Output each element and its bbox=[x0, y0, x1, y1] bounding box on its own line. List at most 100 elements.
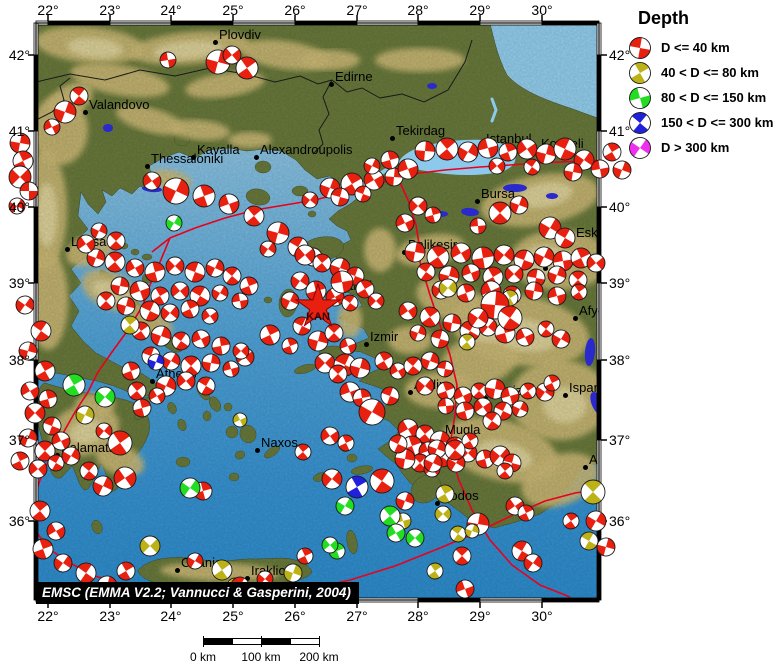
city-label: Antalya bbox=[589, 452, 599, 467]
city-dot bbox=[543, 266, 548, 271]
legend-item: 150 < D <= 300 km bbox=[628, 110, 773, 135]
legend-label: D > 300 km bbox=[661, 140, 730, 155]
legend-item: D <= 40 km bbox=[628, 35, 773, 60]
city-dot bbox=[55, 453, 60, 458]
city-label: Larisa bbox=[71, 234, 107, 249]
attribution-text: EMSC (EMMA V2.2; Vannucci & Gasperini, 2… bbox=[42, 585, 351, 600]
city-label: Mitilini bbox=[336, 278, 373, 293]
depth-legend: Depth D <= 40 km 40 < D <= 80 km 80 < D <=… bbox=[628, 8, 773, 160]
focal-mechanism-beachball bbox=[629, 86, 651, 109]
focal-mechanism-beachball bbox=[629, 136, 651, 159]
city-dot bbox=[402, 250, 407, 255]
city-dot bbox=[213, 40, 218, 45]
city-dot bbox=[329, 82, 334, 87]
city-label-layer: Plovdiv Edirne Tekirdag Istanbul Kocaeli Kava… bbox=[36, 23, 599, 600]
axis-label-left: 38° bbox=[8, 352, 30, 368]
city-dot bbox=[583, 465, 588, 470]
city-dot bbox=[435, 501, 440, 506]
legend-beachball-icon bbox=[629, 61, 651, 84]
scale-segment bbox=[261, 638, 291, 645]
city-label: Iraklion bbox=[251, 563, 293, 578]
city-label: Rodos bbox=[441, 488, 479, 503]
city-label: Kocaeli bbox=[541, 136, 584, 151]
focal-mechanism-beachball bbox=[12, 150, 34, 172]
scale-segment bbox=[290, 638, 320, 645]
axis-label-top: 28° bbox=[407, 2, 429, 18]
axis-label-right: 41° bbox=[609, 123, 631, 139]
legend-item: D > 300 km bbox=[628, 135, 773, 160]
legend-label: 150 < D <= 300 km bbox=[661, 115, 774, 130]
axis-label-top: 23° bbox=[99, 2, 121, 18]
city-label: Isparta bbox=[569, 380, 599, 395]
axis-label-bottom: 27° bbox=[346, 608, 368, 624]
legend-title: Depth bbox=[638, 8, 689, 28]
focal-mechanism-beachball bbox=[629, 111, 651, 134]
legend-label: D <= 40 km bbox=[661, 40, 730, 55]
city-label: Tekirdag bbox=[396, 123, 446, 138]
city-dot bbox=[175, 568, 180, 573]
island bbox=[9, 389, 23, 407]
city-dot bbox=[439, 435, 444, 440]
city-dot bbox=[83, 110, 88, 115]
city-label: Alexandroupolis bbox=[260, 142, 353, 157]
legend-beachball-icon bbox=[629, 136, 651, 159]
focal-mechanism-beachball bbox=[15, 295, 35, 315]
city-label: Chania bbox=[181, 555, 223, 570]
legend-items: D <= 40 km 40 < D <= 80 km 80 < D <= 150 k… bbox=[628, 35, 773, 160]
city-label: Edirne bbox=[335, 69, 373, 84]
axis-label-right: 42° bbox=[609, 47, 631, 63]
focal-mechanism-beachball bbox=[602, 142, 622, 162]
axis-label-left: 39° bbox=[8, 275, 30, 291]
city-label: Plovdiv bbox=[219, 27, 261, 42]
city-dot bbox=[150, 379, 155, 384]
axis-label-right: 38° bbox=[609, 352, 631, 368]
city-dot bbox=[255, 448, 260, 453]
city-label: Bursa bbox=[481, 186, 515, 201]
city-label: Athens bbox=[156, 366, 197, 381]
city-dot bbox=[483, 396, 488, 401]
city-label: Naxos bbox=[261, 435, 298, 450]
city-dot bbox=[254, 155, 259, 160]
city-label: Afyon bbox=[579, 303, 599, 318]
city-label: Valandovo bbox=[89, 97, 150, 112]
city-label: Kalamata bbox=[61, 440, 116, 455]
axis-label-left: 41° bbox=[8, 123, 30, 139]
scale-tick bbox=[319, 636, 320, 647]
axis-label-right: 39° bbox=[609, 275, 631, 291]
axis-label-bottom: 22° bbox=[37, 608, 59, 624]
attribution-caption: EMSC (EMMA V2.2; Vannucci & Gasperini, 2… bbox=[36, 582, 359, 604]
focal-mechanism-beachball bbox=[629, 36, 651, 59]
legend-beachball-icon bbox=[629, 36, 651, 59]
city-label: Aydin bbox=[414, 377, 447, 392]
axis-label-top: 29° bbox=[469, 2, 491, 18]
scale-tick bbox=[261, 636, 262, 647]
legend-label: 40 < D <= 80 km bbox=[661, 65, 759, 80]
scale-tick bbox=[203, 636, 204, 647]
city-dot bbox=[364, 342, 369, 347]
axis-label-top: 30° bbox=[531, 2, 553, 18]
axis-label-top: 26° bbox=[284, 2, 306, 18]
city-label: Kutahya bbox=[549, 253, 597, 268]
axis-label-top: 22° bbox=[37, 2, 59, 18]
map-scale-bar: 0 km 100 km 200 km bbox=[190, 636, 339, 663]
city-dot bbox=[535, 149, 540, 154]
lake bbox=[604, 368, 620, 388]
axis-label-bottom: 28° bbox=[407, 608, 429, 624]
scale-segment bbox=[203, 638, 233, 645]
legend-beachball-icon bbox=[629, 86, 651, 109]
axis-label-top: 27° bbox=[346, 2, 368, 18]
city-dot bbox=[245, 576, 250, 581]
island bbox=[16, 418, 28, 428]
axis-label-bottom: 23° bbox=[99, 608, 121, 624]
axis-label-top: 25° bbox=[222, 2, 244, 18]
city-dot bbox=[145, 164, 150, 169]
legend-item: 40 < D <= 80 km bbox=[628, 60, 773, 85]
city-label: Mugla bbox=[445, 422, 481, 437]
scale-label: 100 km bbox=[241, 650, 281, 663]
city-label: Thessaloniki bbox=[151, 151, 224, 166]
city-dot bbox=[570, 238, 575, 243]
axis-label-right: 36° bbox=[609, 513, 631, 529]
scale-label: 0 km bbox=[189, 650, 216, 663]
scale-segment bbox=[232, 638, 262, 645]
